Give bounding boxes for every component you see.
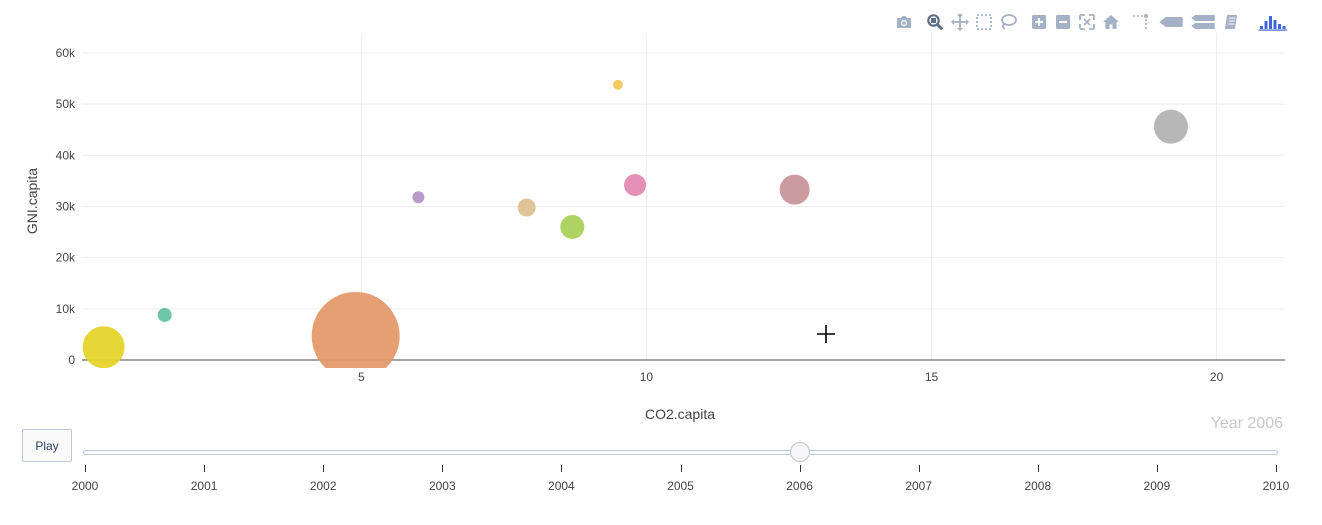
autoscale-icon[interactable]	[1077, 12, 1097, 32]
slider-tick[interactable]	[1276, 465, 1277, 472]
data-point[interactable]	[1153, 109, 1188, 144]
spike-lines-icon[interactable]	[1131, 12, 1151, 32]
slider-tick[interactable]	[561, 465, 563, 472]
current-frame-label: Year 2006	[1211, 415, 1283, 432]
plotly-logo-icon[interactable]	[1257, 12, 1287, 32]
y-tick-label: 50k	[56, 97, 76, 111]
y-axis-title: GNI.capita	[24, 168, 40, 234]
slider-year-label[interactable]: 2007	[905, 479, 933, 493]
data-point[interactable]	[612, 79, 623, 90]
y-tick-label: 20k	[56, 251, 76, 265]
slider-year-label[interactable]: 2008	[1024, 479, 1052, 493]
slider-tick[interactable]	[204, 465, 206, 472]
data-point[interactable]	[779, 174, 810, 205]
y-tick-label: 60k	[56, 46, 76, 60]
slider-tick[interactable]	[442, 465, 444, 472]
y-gridlines	[82, 52, 1285, 310]
year-slider[interactable]: 2000 2001 2002 2003 2004 2005 2006 2007 2008 2009…	[72, 440, 1289, 500]
data-point[interactable]	[412, 191, 425, 204]
zoom-out-icon[interactable]	[1053, 12, 1073, 32]
slider-year-label[interactable]: 2005	[667, 479, 694, 493]
x-tick-label: 5	[358, 370, 365, 384]
marker-layer[interactable]	[82, 79, 1188, 380]
pan-icon[interactable]	[950, 12, 970, 32]
edit-chart-icon[interactable]	[1222, 12, 1242, 32]
lasso-select-icon[interactable]	[998, 12, 1018, 32]
slider-tick[interactable]	[918, 465, 920, 472]
y-tick-label: 30k	[56, 200, 76, 214]
slider-year-label[interactable]: 2004	[548, 479, 575, 493]
y-tick-label: 0	[68, 353, 75, 367]
camera-icon[interactable]	[894, 12, 914, 32]
data-point[interactable]	[157, 307, 172, 322]
slider-year-label[interactable]: 2006	[786, 479, 813, 493]
hover-closest-icon[interactable]	[1158, 12, 1184, 32]
y-tick-label: 10k	[56, 302, 76, 316]
x-axis-title: CO2.capita	[645, 406, 715, 422]
slider-year-label[interactable]: 2009	[1143, 479, 1171, 493]
slider-handle[interactable]	[789, 442, 810, 462]
hover-compare-icon[interactable]	[1190, 12, 1216, 32]
slider-year-label[interactable]: 2002	[309, 479, 337, 493]
data-point[interactable]	[560, 214, 585, 239]
slider-tick[interactable]	[323, 465, 325, 472]
x-tick-label: 10	[640, 370, 654, 384]
box-select-icon[interactable]	[974, 12, 994, 32]
slider-tick[interactable]	[1156, 465, 1158, 472]
slider-year-label[interactable]: 2001	[190, 479, 218, 493]
slider-year-label[interactable]: 2000	[71, 479, 99, 493]
slider-tick[interactable]	[85, 465, 86, 472]
data-point[interactable]	[517, 198, 536, 217]
slider-tick[interactable]	[1037, 465, 1039, 472]
y-tick-label: 40k	[56, 148, 76, 162]
play-button[interactable]: Play	[22, 429, 72, 462]
zoom-in-icon[interactable]	[1029, 12, 1049, 32]
data-point[interactable]	[82, 326, 125, 368]
home-icon[interactable]	[1101, 12, 1121, 32]
x-tick-labels: 5 10 15 20	[358, 370, 1224, 384]
x-tick-label: 20	[1210, 370, 1224, 384]
slider-year-label[interactable]: 2003	[428, 479, 456, 493]
x-tick-label: 15	[925, 370, 939, 384]
slider-rail[interactable]	[83, 450, 1278, 455]
y-tick-labels: 0 10k 20k 30k 40k 50k 60k	[56, 46, 76, 367]
data-point[interactable]	[624, 174, 647, 197]
slider-year-label[interactable]: 2010	[1262, 479, 1290, 493]
slider-tick[interactable]	[799, 465, 801, 472]
slider-tick[interactable]	[680, 465, 682, 472]
zoom-icon[interactable]	[925, 12, 945, 32]
data-point[interactable]	[311, 291, 400, 380]
crosshair-cursor-icon	[817, 325, 835, 343]
